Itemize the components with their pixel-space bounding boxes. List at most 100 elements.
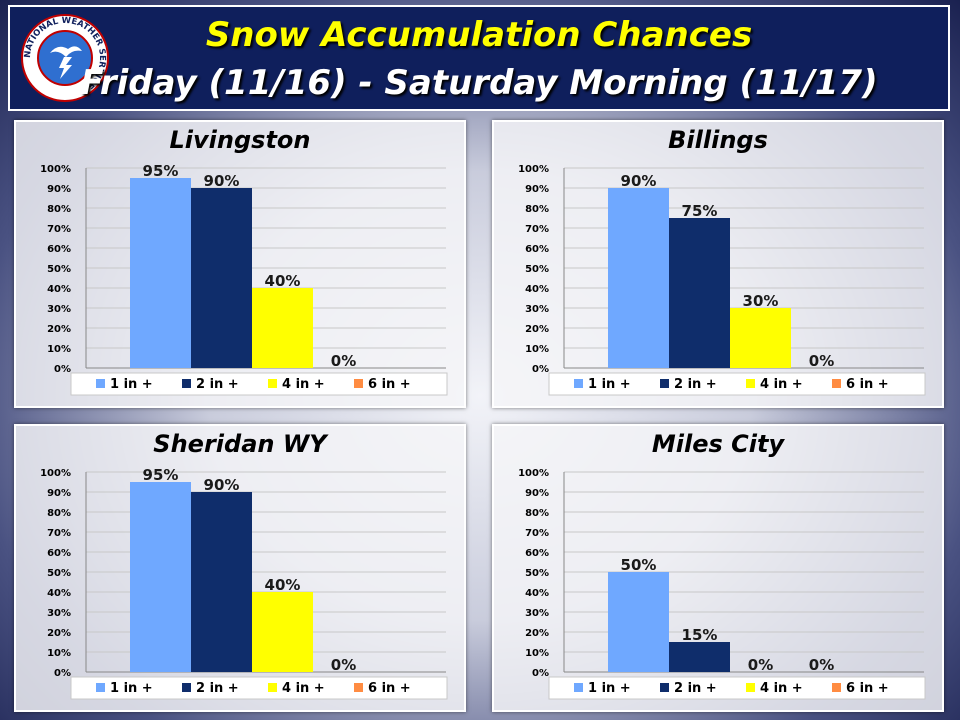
y-tick-label: 80% [47,508,71,519]
legend-label: 4 in + [282,681,325,696]
legend-label: 2 in + [674,377,717,392]
y-tick-label: 30% [525,304,549,315]
legend-label: 6 in + [368,377,411,392]
chart-title: Billings [668,126,768,154]
legend-swatch [746,379,755,388]
legend-swatch [354,683,363,692]
y-tick-label: 40% [47,284,71,295]
y-tick-label: 80% [47,204,71,215]
y-tick-label: 70% [525,528,549,539]
data-label: 95% [143,466,179,484]
legend-swatch [268,683,277,692]
data-label: 0% [809,352,834,370]
y-tick-label: 30% [47,608,71,619]
legend-swatch [182,379,191,388]
chart-panel-sheridan: Sheridan WY 0% 10% 20% 30% 40% 50% 60% 70% 80% 90%… [14,424,466,712]
data-label: 30% [743,292,779,310]
header-banner: NATIONAL WEATHER SERVICE Snow Accumulati… [8,5,950,111]
data-label: 15% [682,626,718,644]
y-tick-label: 40% [525,588,549,599]
y-tick-label: 70% [525,224,549,235]
legend-label: 6 in + [846,377,889,392]
y-tick-label: 90% [525,488,549,499]
y-tick-label: 0% [532,668,549,679]
y-tick-label: 50% [47,568,71,579]
legend-label: 6 in + [846,681,889,696]
y-tick-label: 60% [525,548,549,559]
data-label: 0% [331,656,356,674]
bar [130,178,191,368]
legend-swatch [354,379,363,388]
legend [548,372,926,396]
bar-chart-miles-city: Miles City 0% 10% 20% 30% 40% 50% 60% 70% 80% 90% 1… [518,430,926,700]
y-tick-label: 0% [532,364,549,375]
y-tick-label: 100% [518,468,549,479]
y-tick-label: 50% [525,264,549,275]
data-label: 90% [621,172,657,190]
y-tick-label: 20% [47,628,71,639]
data-label: 0% [809,656,834,674]
legend-swatch [660,683,669,692]
data-label: 40% [265,272,301,290]
legend-swatch [832,683,841,692]
legend-label: 1 in + [110,377,153,392]
chart-panel-livingston: Livingston 0% 10% 20% 30% 40% 50% 60% 70% 80% 90% 1… [14,120,466,408]
y-tick-label: 20% [525,628,549,639]
y-tick-label: 10% [47,648,71,659]
bar [669,218,730,368]
data-label: 50% [621,556,657,574]
data-label: 90% [204,476,240,494]
y-tick-label: 90% [525,184,549,195]
y-tick-label: 100% [518,164,549,175]
y-tick-label: 40% [525,284,549,295]
legend-label: 4 in + [760,377,803,392]
y-tick-label: 90% [47,184,71,195]
data-label: 0% [331,352,356,370]
bar-chart-livingston: Livingston 0% 10% 20% 30% 40% 50% 60% 70% 80% 90% 1… [40,126,448,396]
y-tick-label: 30% [525,608,549,619]
bar-chart-sheridan: Sheridan WY 0% 10% 20% 30% 40% 50% 60% 70% 80% 90%… [40,430,448,700]
bar [191,188,252,368]
nws-logo-icon: NATIONAL WEATHER SERVICE [21,14,109,102]
y-tick-label: 20% [525,324,549,335]
data-label: 95% [143,162,179,180]
bar [608,188,669,368]
y-tick-label: 90% [47,488,71,499]
data-label: 40% [265,576,301,594]
legend-swatch [574,683,583,692]
y-tick-label: 10% [525,648,549,659]
y-tick-label: 70% [47,528,71,539]
legend-swatch [660,379,669,388]
legend-swatch [746,683,755,692]
bar [130,482,191,672]
y-tick-label: 80% [525,508,549,519]
legend-label: 6 in + [368,681,411,696]
y-tick-label: 0% [54,668,71,679]
y-tick-label: 50% [525,568,549,579]
page-title: Snow Accumulation Chances [205,15,753,55]
data-label: 0% [748,656,773,674]
legend-swatch [96,379,105,388]
legend [70,676,448,700]
legend-label: 4 in + [282,377,325,392]
legend [548,676,926,700]
bar [608,572,669,672]
page-subtitle: Friday (11/16) - Saturday Morning (11/17… [80,63,878,103]
legend-label: 1 in + [588,681,631,696]
legend-label: 1 in + [588,377,631,392]
legend-swatch [268,379,277,388]
chart-panel-miles-city: Miles City 0% 10% 20% 30% 40% 50% 60% 70% 80% 90% 1… [492,424,944,712]
legend-swatch [832,379,841,388]
data-label: 90% [204,172,240,190]
y-tick-label: 40% [47,588,71,599]
y-tick-label: 70% [47,224,71,235]
legend-swatch [96,683,105,692]
bar [252,288,313,368]
y-tick-label: 60% [525,244,549,255]
chart-title: Miles City [652,430,786,458]
y-tick-label: 0% [54,364,71,375]
y-tick-label: 100% [40,468,71,479]
y-tick-label: 60% [47,548,71,559]
bar [252,592,313,672]
y-tick-label: 20% [47,324,71,335]
